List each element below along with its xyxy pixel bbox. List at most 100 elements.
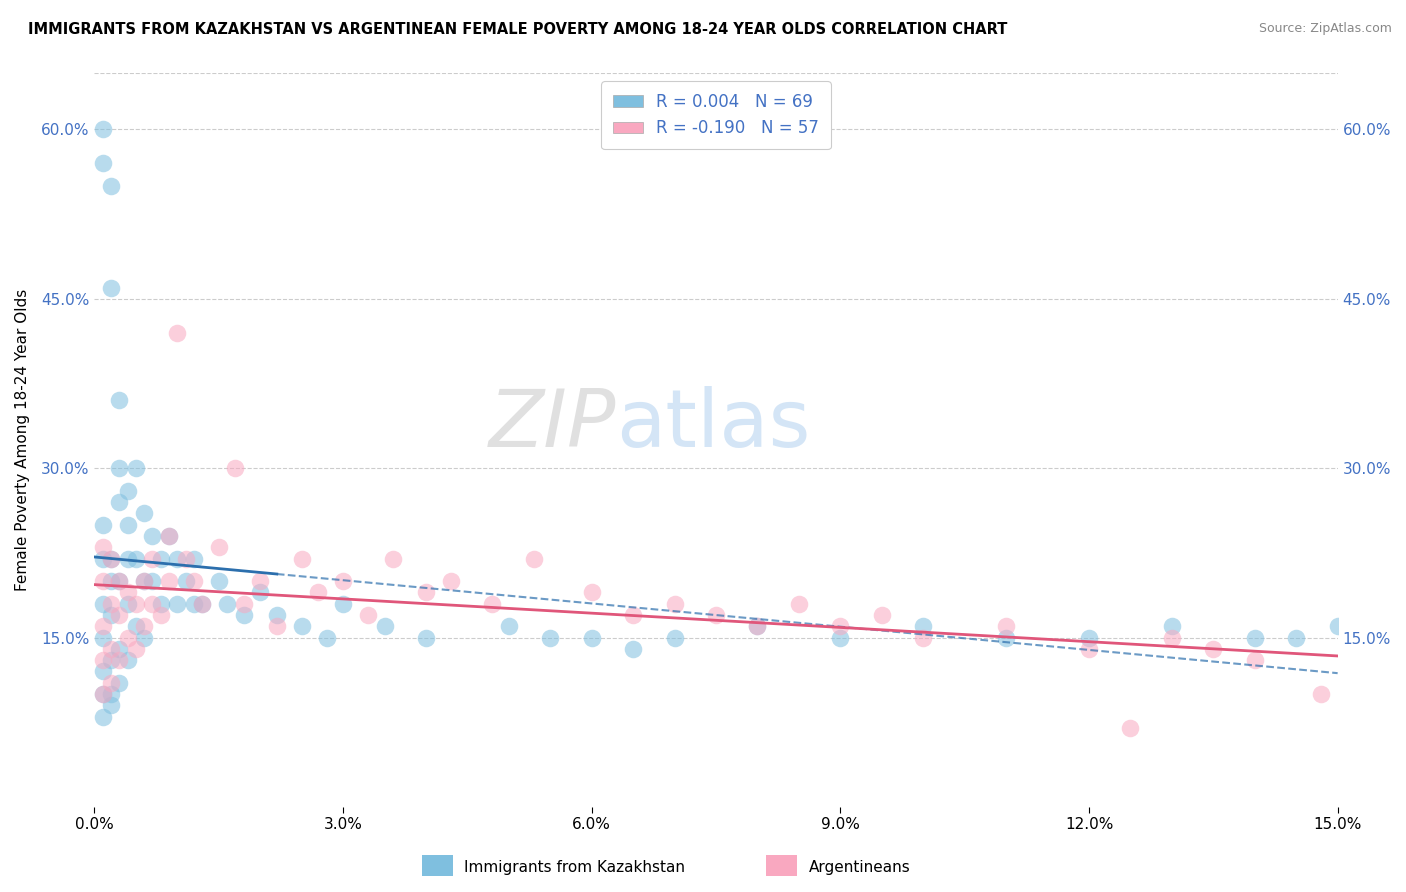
Point <box>664 597 686 611</box>
Point <box>91 122 114 136</box>
Point <box>91 541 114 555</box>
Point <box>1285 631 1308 645</box>
Point <box>157 529 180 543</box>
Point <box>1243 631 1265 645</box>
Point <box>266 619 288 633</box>
Point <box>108 653 131 667</box>
Point <box>581 585 603 599</box>
Point <box>912 619 935 633</box>
Point <box>100 280 122 294</box>
Point <box>415 631 437 645</box>
Point <box>1326 619 1348 633</box>
Point <box>100 551 122 566</box>
Text: Source: ZipAtlas.com: Source: ZipAtlas.com <box>1258 22 1392 36</box>
Point <box>149 607 172 622</box>
Point <box>995 619 1018 633</box>
Point <box>1078 641 1101 656</box>
Point <box>100 574 122 588</box>
Point <box>100 698 122 713</box>
Point <box>581 631 603 645</box>
Point <box>481 597 503 611</box>
Point <box>134 574 156 588</box>
Point <box>108 675 131 690</box>
Point <box>134 574 156 588</box>
Point <box>125 619 148 633</box>
Point <box>117 597 139 611</box>
Point <box>91 551 114 566</box>
Point <box>91 687 114 701</box>
Point <box>1310 687 1333 701</box>
Point <box>100 675 122 690</box>
Point <box>166 597 188 611</box>
Point <box>249 574 271 588</box>
Point <box>134 619 156 633</box>
Point <box>232 597 254 611</box>
Point <box>108 574 131 588</box>
Point <box>291 619 314 633</box>
Point <box>117 631 139 645</box>
Point <box>149 551 172 566</box>
Point <box>332 574 354 588</box>
Point <box>183 597 205 611</box>
Point <box>117 483 139 498</box>
Text: Argentineans: Argentineans <box>808 861 910 875</box>
Point <box>141 574 163 588</box>
Point <box>621 641 644 656</box>
Point <box>415 585 437 599</box>
Point <box>100 687 122 701</box>
Point <box>174 551 197 566</box>
Point <box>232 607 254 622</box>
Point <box>208 574 231 588</box>
Point <box>141 597 163 611</box>
Point <box>291 551 314 566</box>
Point <box>249 585 271 599</box>
Point <box>523 551 546 566</box>
Point <box>912 631 935 645</box>
Point <box>91 631 114 645</box>
Point <box>125 597 148 611</box>
Point <box>183 551 205 566</box>
Point <box>830 631 852 645</box>
Point <box>117 517 139 532</box>
Legend: R = 0.004   N = 69, R = -0.190   N = 57: R = 0.004 N = 69, R = -0.190 N = 57 <box>602 81 831 149</box>
Point <box>117 585 139 599</box>
Point <box>995 631 1018 645</box>
Point <box>141 551 163 566</box>
Point <box>1243 653 1265 667</box>
Point <box>149 597 172 611</box>
Point <box>1078 631 1101 645</box>
Point <box>108 574 131 588</box>
Y-axis label: Female Poverty Among 18-24 Year Olds: Female Poverty Among 18-24 Year Olds <box>15 289 30 591</box>
Point <box>125 641 148 656</box>
Point <box>217 597 239 611</box>
Point <box>100 653 122 667</box>
Point <box>100 607 122 622</box>
Point <box>191 597 214 611</box>
Point <box>498 619 520 633</box>
Text: Immigrants from Kazakhstan: Immigrants from Kazakhstan <box>464 861 685 875</box>
Point <box>108 607 131 622</box>
Point <box>91 574 114 588</box>
Point <box>117 653 139 667</box>
Point <box>266 607 288 622</box>
Point <box>108 461 131 475</box>
Point <box>1160 619 1182 633</box>
Point <box>538 631 561 645</box>
Point <box>141 529 163 543</box>
Point <box>157 529 180 543</box>
Point <box>1119 721 1142 735</box>
Point <box>787 597 810 611</box>
Point <box>134 507 156 521</box>
Point <box>91 687 114 701</box>
Point <box>870 607 893 622</box>
Point <box>117 551 139 566</box>
Point <box>134 631 156 645</box>
Point <box>91 709 114 723</box>
Point <box>307 585 329 599</box>
Point <box>374 619 396 633</box>
Point <box>166 551 188 566</box>
Point <box>91 665 114 679</box>
Point <box>191 597 214 611</box>
Point <box>704 607 727 622</box>
Point <box>747 619 769 633</box>
